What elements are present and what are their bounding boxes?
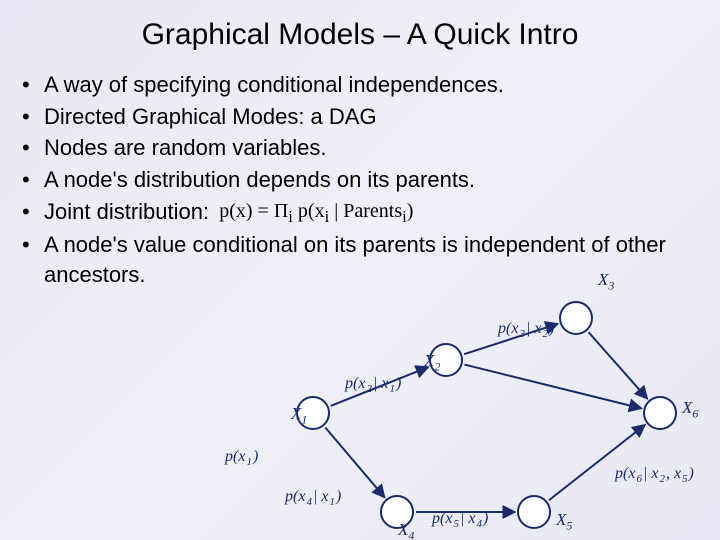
dag-edge-x3-x6 <box>589 332 648 399</box>
joint-distribution-formula: p(x) = Πi p(xi | Parentsi) <box>215 198 417 229</box>
dag-node-label-x5: X5 <box>556 510 572 533</box>
bullet-text: Nodes are random variables. <box>44 133 700 163</box>
bullet-dot: • <box>20 133 44 163</box>
dag-edges <box>0 300 720 540</box>
bullet-item: • Directed Graphical Modes: a DAG <box>20 102 700 132</box>
bullet-text-inner: Joint distribution: <box>44 199 209 224</box>
bullet-item: • Joint distribution: p(x) = Πi p(xi | P… <box>20 197 700 228</box>
dag-edge-label: p(x4| x1) <box>285 488 341 508</box>
bullet-dot: • <box>20 70 44 100</box>
bullet-list: • A way of specifying conditional indepe… <box>0 62 720 290</box>
dag-diagram: X1X2X3X4X5X6 p(x1)p(x2| x1)p(x3| x2)p(x4… <box>0 300 720 540</box>
bullet-item: • A way of specifying conditional indepe… <box>20 70 700 100</box>
bullet-dot: • <box>20 197 44 227</box>
dag-edge-label: p(x6| x2, x5) <box>615 465 694 485</box>
dag-node-x6 <box>643 396 677 430</box>
bullet-text: A way of specifying conditional independ… <box>44 70 700 100</box>
bullet-text: Joint distribution: p(x) = Πi p(xi | Par… <box>44 197 700 228</box>
dag-edge-x1-x4 <box>325 427 384 497</box>
dag-node-x5 <box>517 495 551 529</box>
dag-edge-label: p(x3| x2) <box>498 320 554 340</box>
bullet-dot: • <box>20 230 44 260</box>
page-title: Graphical Models – A Quick Intro <box>0 0 720 62</box>
dag-node-label-x1: X1 <box>291 404 307 427</box>
bullet-dot: • <box>20 165 44 195</box>
bullet-dot: • <box>20 102 44 132</box>
bullet-item: • Nodes are random variables. <box>20 133 700 163</box>
bullet-text: A node's distribution depends on its par… <box>44 165 700 195</box>
dag-node-label-x2: X2 <box>424 351 440 374</box>
dag-edge-x5-x6 <box>549 425 645 501</box>
dag-edge-label: p(x1) <box>225 448 258 468</box>
dag-edge-label: p(x5| x4) <box>432 510 488 530</box>
dag-node-label-x4: X4 <box>398 520 414 540</box>
dag-node-label-x3: X3 <box>598 270 614 293</box>
dag-edge-label: p(x2| x1) <box>345 375 401 395</box>
dag-node-label-x6: X6 <box>682 398 698 421</box>
bullet-item: • A node's distribution depends on its p… <box>20 165 700 195</box>
dag-edge-x2-x6 <box>464 365 641 409</box>
bullet-text: Directed Graphical Modes: a DAG <box>44 102 700 132</box>
dag-node-x3 <box>559 301 593 335</box>
